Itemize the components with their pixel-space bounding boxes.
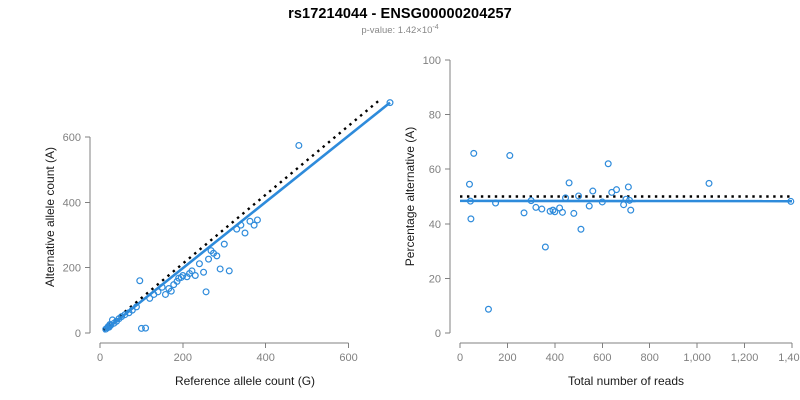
data-point: [170, 281, 178, 289]
reference-dotted-line: [102, 100, 380, 331]
data-point: [154, 288, 162, 296]
data-point: [121, 311, 129, 319]
data-point: [532, 203, 540, 211]
data-point: [250, 221, 258, 229]
data-point: [200, 268, 208, 276]
pvalue-exponent: -4: [432, 23, 439, 31]
y-axis-title: Alternative allele count (A): [43, 147, 57, 287]
y-tick-label: 60: [429, 164, 441, 176]
data-point: [627, 206, 635, 214]
y-tick-label: 200: [63, 263, 81, 275]
data-point: [585, 202, 593, 210]
y-axis-title: Percentage alternative (A): [403, 127, 417, 266]
y-tick-label: 80: [429, 110, 441, 122]
panel-reads-vs-percentage: 0 20 40 60 80 100 0 200 400 600 800 1,000 1,200 1,400…: [400, 48, 800, 393]
data-point: [787, 197, 795, 205]
data-point: [613, 186, 621, 194]
x-axis-title: Total number of reads: [568, 374, 684, 388]
scatter-plot-percentage-alternative: 0 20 40 60 80 100 0 200 400 600 800 1,000 1,200 1,400…: [403, 55, 800, 388]
y-tick-label: 0: [435, 328, 441, 340]
x-tick-label: 0: [97, 352, 103, 364]
data-point: [577, 225, 585, 233]
data-point: [191, 271, 199, 279]
y-tick-label: 400: [63, 197, 81, 209]
y-tick-label: 20: [429, 273, 441, 285]
x-tick-label: 1,200: [731, 352, 759, 364]
figure-header: rs17214044 - ENSG00000204257 p-value: 1.…: [0, 5, 800, 38]
data-point: [295, 141, 303, 149]
data-point: [470, 149, 478, 157]
data-point: [202, 288, 210, 296]
x-tick-label: 400: [546, 352, 564, 364]
data-point: [562, 194, 570, 202]
data-point: [195, 260, 203, 268]
x-tick-label: 400: [257, 352, 275, 364]
data-point: [188, 267, 196, 275]
figure-subtitle: p-value: 1.42×10-4: [0, 24, 800, 38]
x-tick-label: 1,400: [778, 352, 800, 364]
figure-title: rs17214044 - ENSG00000204257: [288, 6, 512, 22]
data-point: [558, 208, 566, 216]
x-tick-label: 800: [641, 352, 659, 364]
data-point: [705, 179, 713, 187]
regression-fit-line: [102, 101, 391, 333]
data-point: [386, 99, 394, 107]
data-point: [538, 205, 546, 213]
data-point: [216, 265, 224, 273]
x-tick-label: 200: [498, 352, 516, 364]
y-tick-label: 600: [63, 132, 81, 144]
data-point: [466, 197, 474, 205]
x-tick-label: 1,000: [683, 352, 711, 364]
y-tick-label: 100: [423, 55, 441, 67]
data-point: [527, 197, 535, 205]
x-tick-label: 600: [593, 352, 611, 364]
data-point: [626, 196, 634, 204]
data-point: [465, 180, 473, 188]
data-point: [506, 152, 514, 160]
data-point: [132, 303, 140, 311]
panel-reference-vs-alternative: 0 200 400 600 0 200 400 600 Reference allele cou…: [0, 48, 400, 393]
data-point: [551, 208, 559, 216]
x-tick-label: 600: [339, 352, 357, 364]
data-point: [225, 267, 233, 275]
y-tick-label: 0: [75, 328, 81, 340]
data-point: [158, 283, 166, 291]
data-point: [467, 215, 475, 223]
data-point: [237, 221, 245, 229]
data-point: [492, 199, 500, 207]
x-tick-label: 200: [174, 352, 192, 364]
data-point: [179, 271, 187, 279]
data-point: [146, 294, 154, 302]
scatter-plot-allele-counts: 0 200 400 600 0 200 400 600 Reference allele cou…: [43, 99, 394, 388]
data-point: [253, 216, 261, 224]
data-point: [142, 324, 150, 332]
data-point: [233, 225, 241, 233]
data-point: [565, 179, 573, 187]
data-point: [575, 192, 583, 200]
y-tick-label: 40: [429, 219, 441, 231]
data-point: [589, 187, 597, 195]
data-point: [167, 287, 175, 295]
data-point: [541, 243, 549, 251]
data-point: [624, 183, 632, 191]
x-axis-title: Reference allele count (G): [175, 374, 315, 388]
data-point: [604, 160, 612, 168]
data-point: [598, 198, 606, 206]
data-point: [213, 252, 221, 260]
data-point: [136, 277, 144, 285]
data-point: [137, 324, 145, 332]
data-point: [484, 305, 492, 313]
data-point: [549, 206, 557, 214]
x-tick-label: 0: [457, 352, 463, 364]
data-point: [161, 290, 169, 298]
data-point: [622, 195, 630, 203]
data-point: [246, 217, 254, 225]
data-point: [205, 255, 213, 263]
data-point: [520, 209, 528, 217]
data-point: [241, 229, 249, 237]
pvalue-text: p-value: 1.42×10: [361, 25, 433, 36]
data-point: [220, 240, 228, 248]
data-point: [570, 209, 578, 217]
